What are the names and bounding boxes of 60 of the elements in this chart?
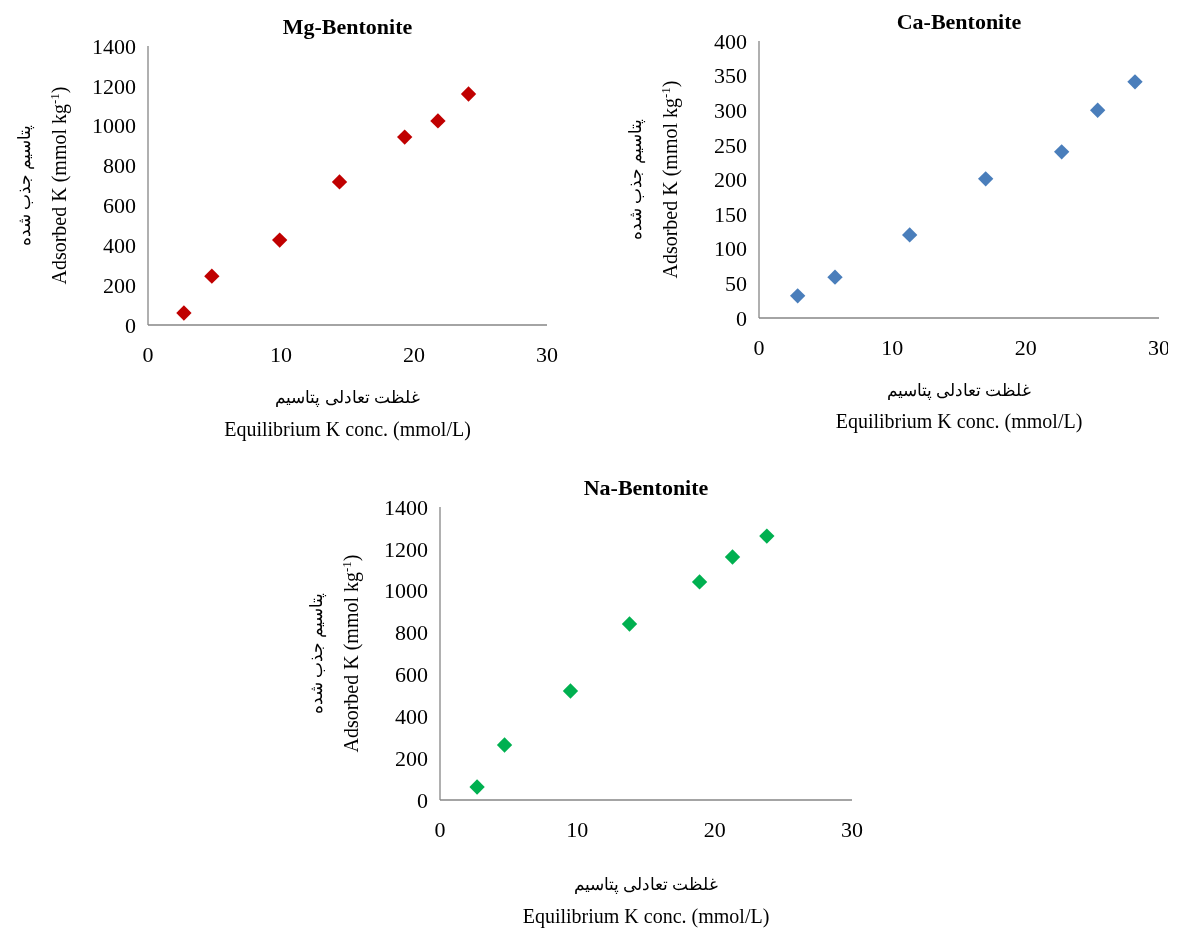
y-tick-label: 800 <box>103 153 136 179</box>
y-tick-label: 400 <box>714 28 747 54</box>
point <box>204 268 220 284</box>
y-tick-label: 1400 <box>384 494 428 520</box>
y-tick-label: 350 <box>714 63 747 89</box>
y-tick-label: 100 <box>714 236 747 262</box>
chart-title: Mg-Bentonite <box>282 14 413 39</box>
point <box>759 528 775 544</box>
y-tick-label: 0 <box>417 787 428 813</box>
y-tick-label: 600 <box>103 193 136 219</box>
y-tick-label: 200 <box>395 745 428 771</box>
y-tick-label: 200 <box>103 272 136 298</box>
point <box>790 288 806 304</box>
y-tick-label: 1200 <box>384 536 428 562</box>
x-tick-label: 0 <box>753 335 765 360</box>
x-tick-label: 30 <box>841 817 863 842</box>
y-tick-label: 1000 <box>384 578 428 604</box>
y-tick-label: 400 <box>395 703 428 729</box>
point <box>691 574 708 590</box>
y-tick-label: 300 <box>714 97 747 123</box>
x-tick-label: 0 <box>142 342 154 367</box>
chart-title: Na-Bentonite <box>583 475 709 500</box>
point <box>397 129 413 145</box>
point <box>430 113 446 129</box>
point <box>272 232 288 248</box>
point <box>978 171 994 187</box>
point <box>460 86 477 102</box>
point <box>469 779 485 795</box>
x-tick-label: 30 <box>536 342 558 367</box>
chart-title: Ca-Bentonite <box>896 9 1022 34</box>
y-tick-label: 600 <box>395 662 428 688</box>
point <box>176 305 192 321</box>
point <box>902 227 918 243</box>
x-tick-label: 20 <box>403 342 425 367</box>
y-tick-label: 250 <box>714 132 747 158</box>
point <box>1090 102 1106 118</box>
point <box>331 174 348 190</box>
x-tick-label: 10 <box>881 335 904 360</box>
y-tick-label: 0 <box>736 305 747 331</box>
y-tick-label: 400 <box>103 232 136 258</box>
y-tick-label: 0 <box>125 312 136 338</box>
x-tick-label: 10 <box>566 817 589 842</box>
y-tick-label: 1400 <box>92 33 136 59</box>
y-tick-label: 150 <box>714 201 747 227</box>
y-tick-label: 1200 <box>92 73 136 99</box>
x-tick-label: 20 <box>1014 335 1037 360</box>
point <box>827 269 843 285</box>
point <box>724 549 741 565</box>
y-tick-label: 800 <box>395 620 428 646</box>
point <box>1127 74 1143 90</box>
point <box>562 683 579 699</box>
y-tick-label: 200 <box>714 167 747 193</box>
x-tick-label: 20 <box>703 817 726 842</box>
x-tick-label: 0 <box>434 817 446 842</box>
point <box>621 616 638 632</box>
y-tick-label: 50 <box>725 271 747 297</box>
point <box>1054 144 1070 160</box>
point <box>496 737 513 753</box>
y-tick-label: 1000 <box>92 113 136 139</box>
x-tick-label: 10 <box>270 342 292 367</box>
